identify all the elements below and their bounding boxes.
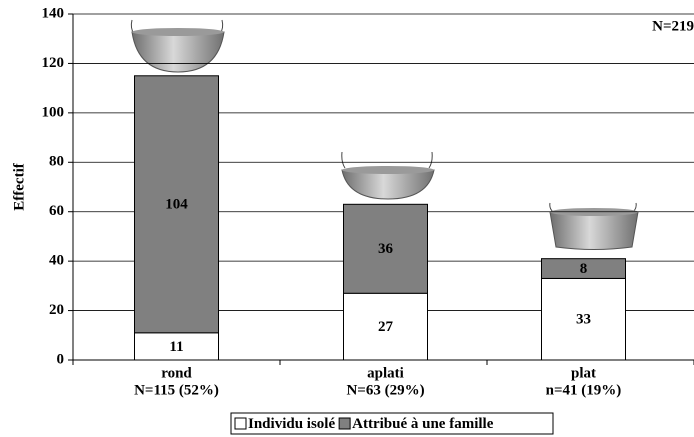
- x-tick-sublabel: n=41 (19%): [546, 382, 622, 398]
- legend-label: Attribué à une famille: [352, 416, 494, 432]
- annotation: N=219: [652, 18, 694, 34]
- legend-frame: [230, 412, 554, 435]
- x-tick-sublabel: N=63 (29%): [346, 382, 424, 398]
- bar-segment: [134, 75, 219, 334]
- y-tick-label: 120: [42, 55, 65, 71]
- y-tick-label: 60: [49, 203, 64, 219]
- y-axis-label: Effectif: [11, 162, 27, 210]
- data-label: 27: [378, 319, 394, 335]
- data-label: 8: [580, 261, 588, 277]
- x-tick-sublabel: N=115 (52%): [134, 382, 219, 398]
- y-tick-label: 100: [42, 104, 65, 120]
- data-label: 33: [576, 312, 591, 328]
- legend-label: Individu isolé: [248, 416, 335, 432]
- bar-segment: [541, 277, 626, 361]
- data-label: 36: [378, 241, 394, 257]
- data-label: 104: [165, 197, 188, 213]
- x-tick-label: aplati: [367, 365, 404, 381]
- y-tick-label: 140: [42, 5, 65, 21]
- legend-swatch: [338, 417, 351, 430]
- y-tick-label: 0: [57, 351, 65, 367]
- data-label: 11: [169, 339, 183, 355]
- bar-segment: [343, 292, 428, 361]
- y-tick-label: 40: [49, 253, 64, 269]
- bar-segment: [541, 258, 626, 279]
- bar-segment: [343, 203, 428, 294]
- x-tick-label: rond: [161, 365, 192, 381]
- legend-swatch: [234, 417, 247, 430]
- y-tick-label: 80: [49, 154, 64, 170]
- x-tick-label: plat: [571, 365, 596, 381]
- y-tick-label: 20: [49, 302, 64, 318]
